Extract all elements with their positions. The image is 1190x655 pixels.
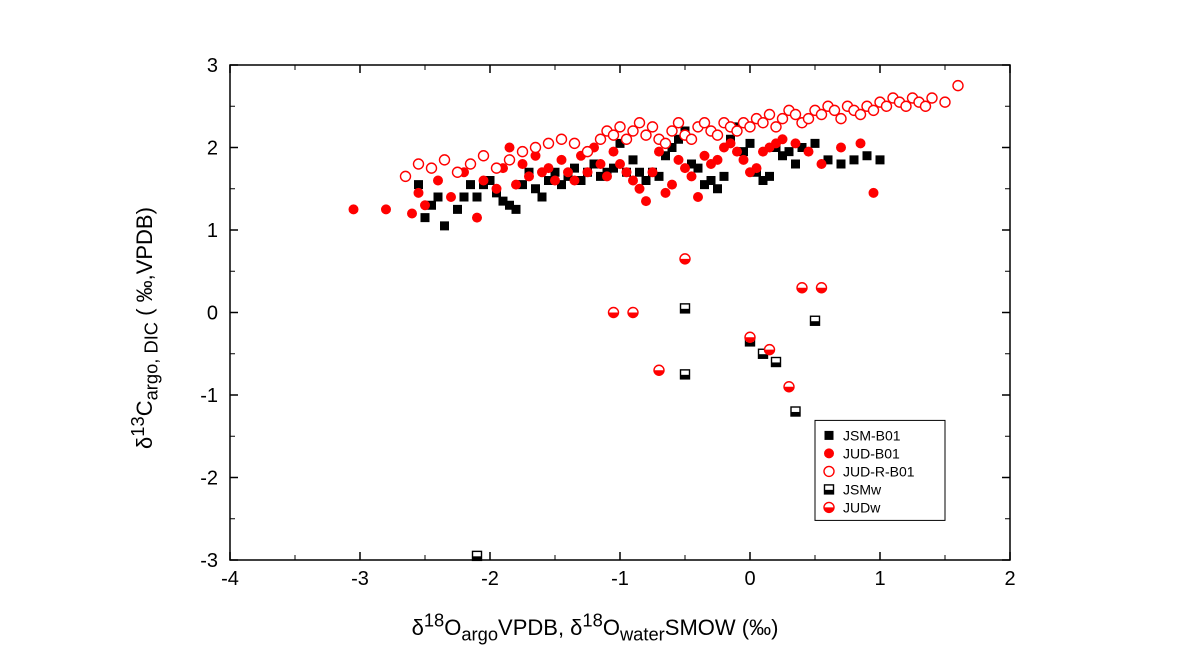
svg-text:2: 2 (1004, 568, 1015, 590)
series-JUDw (609, 254, 827, 392)
svg-text:-3: -3 (351, 568, 369, 590)
ylabel-text: δ13Cargo, DIC ( ‰,VPDB) (132, 207, 157, 449)
plot-svg: -4-3-2-1012-3-2-10123JSM-B01JUD-B01JUD-R… (0, 0, 1190, 655)
x-axis-label: δ18OargoVPDB, δ18OwaterSMOW (‰) (0, 609, 1190, 645)
svg-text:2: 2 (207, 138, 218, 160)
svg-text:-1: -1 (611, 568, 629, 590)
scatter-chart: -4-3-2-1012-3-2-10123JSM-B01JUD-B01JUD-R… (0, 0, 1190, 655)
svg-text:-2: -2 (200, 468, 218, 490)
legend-label: JUDw (843, 499, 881, 515)
y-axis-label: δ13Cargo, DIC ( ‰,VPDB) (127, 128, 163, 528)
legend: JSM-B01 JUD-B01 JUD-R-B01 JSMw JUDw (815, 420, 945, 520)
legend-label: JUD-B01 (843, 445, 900, 461)
svg-text:-2: -2 (481, 568, 499, 590)
svg-text:1: 1 (207, 220, 218, 242)
series-JSMw (473, 304, 820, 561)
svg-text:1: 1 (874, 568, 885, 590)
xlabel-text: δ18OargoVPDB, δ18OwaterSMOW (‰) (412, 615, 779, 640)
legend-label: JSM-B01 (843, 427, 901, 443)
legend-label: JUD-R-B01 (843, 463, 915, 479)
svg-text:-4: -4 (221, 568, 239, 590)
svg-text:-1: -1 (200, 385, 218, 407)
svg-text:0: 0 (744, 568, 755, 590)
svg-text:3: 3 (207, 55, 218, 77)
legend-label: JSMw (843, 481, 882, 497)
svg-text:0: 0 (207, 303, 218, 325)
svg-text:-3: -3 (200, 550, 218, 572)
